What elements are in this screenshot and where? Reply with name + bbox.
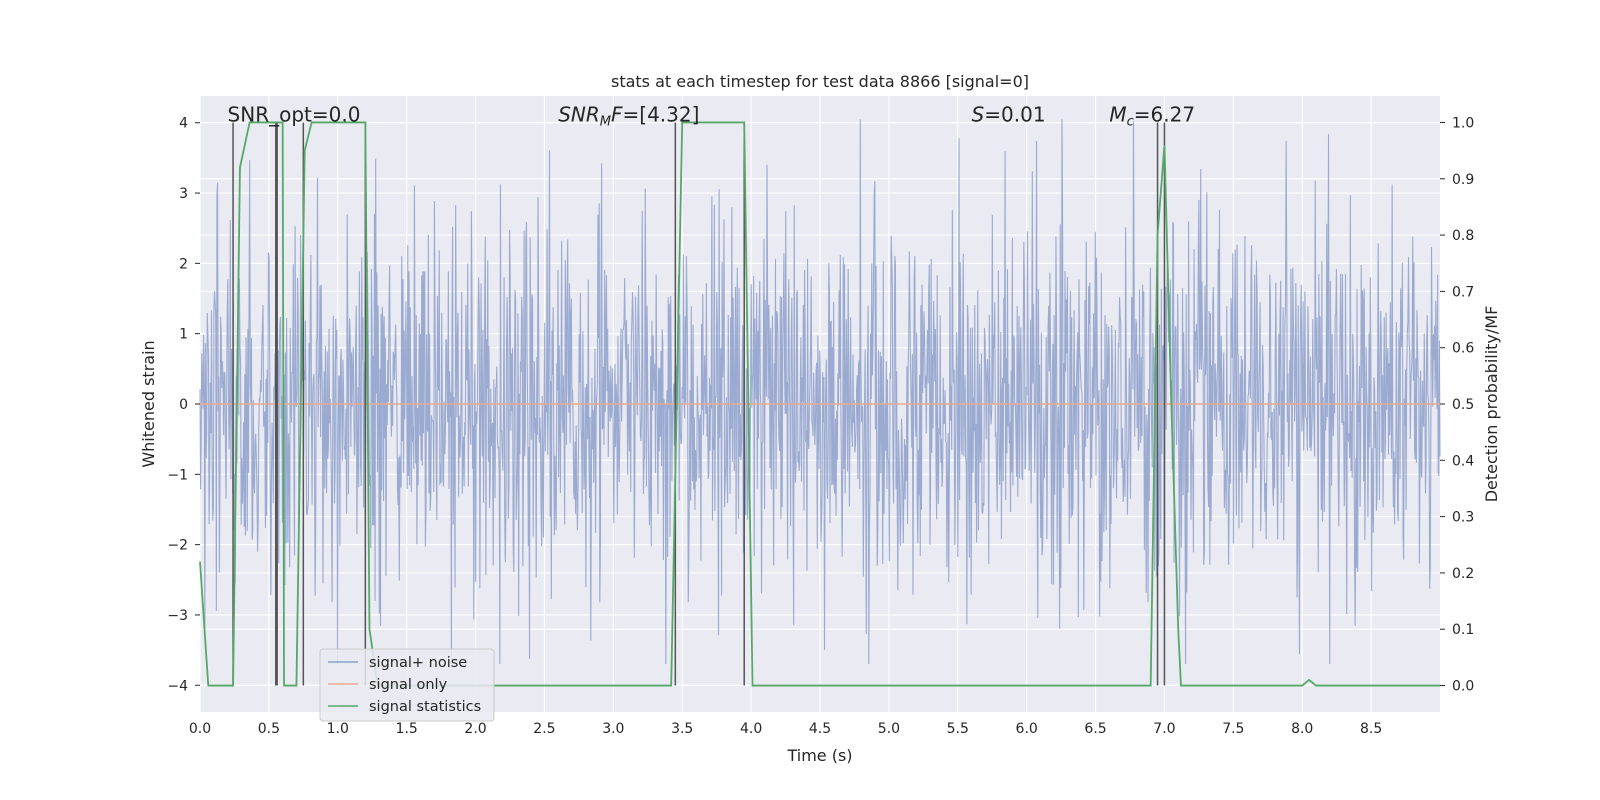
legend-label-signal-statistics: signal statistics [369, 699, 481, 715]
y-right-tick-label-9: 0.1 [1452, 622, 1474, 638]
y-right-tick-label-0: 1.0 [1452, 115, 1474, 131]
y-right-tick-label-6: 0.4 [1452, 453, 1474, 469]
x-tick-label-13: 6.5 [1084, 721, 1106, 737]
y-right-tick-label-5: 0.5 [1452, 397, 1474, 413]
signal-statistics-series [199, 121, 1440, 687]
x-tick-label-16: 8.0 [1291, 721, 1313, 737]
y-tick-label-5: −1 [167, 467, 188, 483]
noise-series [199, 119, 1441, 665]
legend-label-signal-noise: signal+ noise [369, 655, 467, 671]
y-tick-label-1: 3 [179, 186, 188, 202]
x-tick-label-14: 7.0 [1153, 721, 1175, 737]
y-tick-label-7: −3 [167, 608, 188, 624]
x-tick-label-0: 0.0 [189, 721, 211, 737]
y-tick-label-3: 1 [179, 327, 188, 343]
y-tick-label-8: −4 [167, 678, 188, 694]
y-right-axis-label: Detection probability/MF [1482, 306, 1501, 503]
x-tick-label-15: 7.5 [1222, 721, 1244, 737]
y-tick-label-4: 0 [179, 397, 188, 413]
annotations: SNR_opt=0.0 SNRMF=[4.32] S=0.01 Mc=6.27 [228, 103, 1195, 130]
y-right-tick-label-10: 0.0 [1452, 679, 1474, 695]
x-tick-label-2: 1.0 [327, 721, 349, 737]
annotation-snr-opt: SNR_opt=0.0 [228, 103, 361, 127]
y-axis-ticks: 4 3 2 1 0 −1 −2 −3 −4 [167, 116, 200, 694]
y-right-tick-label-1: 0.9 [1452, 172, 1474, 188]
y-right-tick-label-7: 0.3 [1452, 510, 1474, 526]
x-tick-label-5: 2.5 [533, 721, 555, 737]
x-tick-label-9: 4.5 [809, 721, 831, 737]
x-tick-label-8: 4.0 [740, 721, 762, 737]
y-tick-label-0: 4 [179, 116, 188, 132]
x-tick-label-6: 3.0 [602, 721, 624, 737]
legend: signal+ noise signal only signal statist… [319, 648, 495, 722]
y-right-axis-ticks: 1.0 0.9 0.8 0.7 0.6 0.5 0.4 0.3 0.2 0.1 0.0 [1440, 115, 1474, 695]
x-tick-label-11: 5.5 [947, 721, 969, 737]
vertical-lines [232, 122, 1166, 686]
y-tick-label-2: 2 [179, 256, 188, 272]
y-right-tick-label-2: 0.8 [1452, 228, 1474, 244]
chart-title: stats at each timestep for test data 886… [611, 72, 1029, 91]
x-tick-label-1: 0.5 [258, 721, 280, 737]
annotation-spin: S=0.01 [972, 103, 1046, 127]
x-axis-ticks: 0.0 0.5 1.0 1.5 2.0 2.5 3.0 3.5 4.0 4.5 5.0 5.5 6.0 6… [189, 721, 1382, 737]
signal-statistics-line [199, 121, 1440, 687]
annotation-chirp-mass: Mc=6.27 [1109, 103, 1195, 130]
y-tick-label-6: −2 [167, 538, 188, 554]
legend-label-signal-only: signal only [369, 677, 448, 693]
x-tick-label-3: 1.5 [396, 721, 418, 737]
y-right-tick-label-8: 0.2 [1452, 566, 1474, 582]
x-axis-label: Time (s) [786, 746, 852, 765]
y-axis-label: Whitened strain [139, 340, 158, 467]
x-tick-label-17: 8.5 [1360, 721, 1382, 737]
x-tick-label-7: 3.5 [671, 721, 693, 737]
x-tick-label-10: 5.0 [878, 721, 900, 737]
x-tick-label-12: 6.0 [1016, 721, 1038, 737]
y-right-tick-label-3: 0.7 [1452, 284, 1474, 300]
y-right-tick-label-4: 0.6 [1452, 341, 1474, 357]
noise-line [199, 119, 1441, 665]
legend-box [319, 648, 495, 722]
annotation-snr-mf: SNRMF=[4.32] [558, 103, 699, 130]
x-tick-label-4: 2.0 [464, 721, 486, 737]
